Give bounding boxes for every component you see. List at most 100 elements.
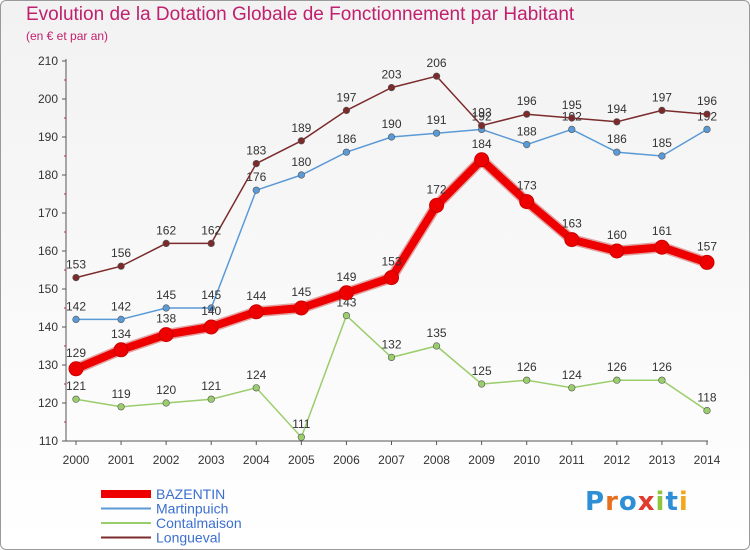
series-contalmaison-data-label: 121 bbox=[66, 379, 86, 393]
x-tick-label: 2007 bbox=[378, 453, 405, 467]
series-bazentin-point bbox=[113, 342, 129, 358]
series-longueval-data-label: 197 bbox=[336, 90, 356, 104]
series-bazentin-point bbox=[158, 327, 174, 343]
series-bazentin-data-label: 157 bbox=[697, 239, 717, 253]
series-longueval-data-label: 194 bbox=[607, 102, 627, 116]
series-contalmaison-point bbox=[252, 384, 260, 392]
series-contalmaison-data-label: 120 bbox=[156, 383, 176, 397]
series-longueval-data-label: 203 bbox=[381, 68, 401, 82]
x-tick-label: 2003 bbox=[198, 453, 225, 467]
series-bazentin-data-label: 160 bbox=[607, 228, 627, 242]
series-bazentin-point bbox=[519, 194, 535, 210]
x-tick-label: 2008 bbox=[423, 453, 450, 467]
series-martinpuich-data-label: 188 bbox=[517, 125, 537, 139]
series-longueval-data-label: 156 bbox=[111, 246, 131, 260]
y-tick-label: 210 bbox=[38, 54, 58, 68]
series-longueval-data-label: 183 bbox=[246, 144, 266, 158]
series-contalmaison-point bbox=[478, 380, 486, 388]
series-contalmaison-data-label: 111 bbox=[292, 417, 311, 431]
series-contalmaison-data-label: 126 bbox=[517, 360, 537, 374]
series-martinpuich-data-label: 145 bbox=[156, 288, 176, 302]
series-contalmaison-point bbox=[162, 399, 170, 407]
series-contalmaison-point bbox=[658, 376, 666, 384]
x-tick-label: 2012 bbox=[604, 453, 631, 467]
series-martinpuich-point bbox=[523, 141, 531, 149]
y-tick-label: 160 bbox=[38, 244, 58, 258]
logo-letter: i bbox=[678, 487, 689, 517]
legend-label-contalmaison: Contalmaison bbox=[156, 515, 242, 531]
series-contalmaison-data-label: 132 bbox=[381, 337, 401, 351]
series-bazentin-point bbox=[609, 243, 625, 259]
x-tick-label: 2011 bbox=[559, 453, 585, 467]
logo-letter: t bbox=[665, 487, 679, 517]
x-tick-label: 2010 bbox=[513, 453, 540, 467]
series-longueval-point bbox=[478, 121, 486, 130]
series-contalmaison-data-label: 118 bbox=[697, 391, 716, 405]
series-bazentin-data-label: 161 bbox=[652, 224, 672, 238]
y-tick-label: 130 bbox=[38, 358, 58, 372]
series-martinpuich-point bbox=[703, 125, 711, 133]
series-longueval-data-label: 189 bbox=[291, 121, 311, 135]
series-longueval-data-label: 196 bbox=[517, 94, 537, 108]
x-tick-label: 2005 bbox=[288, 453, 315, 467]
series-bazentin-data-label: 184 bbox=[472, 137, 492, 151]
series-longueval-point bbox=[252, 160, 260, 168]
legend-label-martinpuich: Martinpuich bbox=[156, 501, 228, 517]
series-martinpuich-point bbox=[432, 129, 441, 137]
series-martinpuich-data-label: 142 bbox=[66, 299, 86, 313]
x-tick-label: 2001 bbox=[108, 453, 135, 467]
series-martinpuich-point bbox=[387, 133, 396, 141]
series-longueval-point bbox=[387, 83, 396, 92]
series-bazentin-data-label: 163 bbox=[562, 217, 582, 231]
series-longueval-point bbox=[207, 239, 215, 247]
series-contalmaison-data-label: 126 bbox=[607, 360, 627, 374]
series-longueval-point bbox=[162, 239, 170, 247]
y-tick-label: 120 bbox=[38, 396, 58, 410]
series-longueval-point bbox=[658, 106, 666, 114]
series-contalmaison-point bbox=[297, 433, 305, 441]
series-martinpuich-data-label: 185 bbox=[652, 136, 672, 150]
series-longueval-data-label: 206 bbox=[427, 56, 447, 70]
series-bazentin-point bbox=[293, 300, 309, 316]
logo-letter: i bbox=[655, 487, 666, 517]
series-longueval-point bbox=[72, 274, 80, 282]
series-martinpuich-point bbox=[568, 125, 576, 133]
series-bazentin-data-label: 172 bbox=[427, 182, 447, 196]
series-bazentin-point bbox=[338, 285, 354, 301]
series-contalmaison-data-label: 135 bbox=[427, 326, 447, 340]
series-longueval-point bbox=[117, 262, 125, 270]
series-bazentin-point bbox=[203, 319, 219, 335]
y-tick-label: 190 bbox=[38, 130, 58, 144]
y-tick-label: 170 bbox=[38, 206, 58, 220]
series-bazentin-data-label: 153 bbox=[381, 255, 401, 269]
series-longueval-point bbox=[703, 110, 711, 118]
series-bazentin-data-label: 144 bbox=[246, 289, 266, 303]
logo-letter: x bbox=[637, 487, 656, 517]
series-longueval-point bbox=[342, 106, 351, 114]
series-longueval-data-label: 153 bbox=[66, 258, 86, 272]
series-bazentin-point bbox=[654, 239, 670, 255]
series-contalmaison-data-label: 125 bbox=[472, 364, 492, 378]
series-longueval-data-label: 197 bbox=[652, 90, 672, 104]
series-martinpuich-point bbox=[297, 171, 305, 179]
series-longueval-data-label: 196 bbox=[697, 94, 717, 108]
x-tick-label: 2004 bbox=[243, 453, 270, 467]
series-longueval-point bbox=[568, 114, 576, 122]
series-contalmaison-point bbox=[387, 353, 396, 362]
series-martinpuich-data-label: 190 bbox=[381, 117, 401, 131]
y-tick-label: 110 bbox=[39, 434, 58, 448]
series-martinpuich-data-label: 180 bbox=[291, 155, 311, 169]
series-contalmaison-data-label: 121 bbox=[201, 379, 221, 393]
series-contalmaison-point bbox=[568, 384, 576, 392]
series-longueval-point bbox=[523, 110, 531, 118]
series-bazentin-data-label: 173 bbox=[517, 179, 537, 193]
series-contalmaison-point bbox=[72, 395, 80, 403]
x-tick-label: 2002 bbox=[153, 453, 180, 467]
y-tick-label: 140 bbox=[38, 320, 58, 334]
series-longueval-data-label: 162 bbox=[201, 223, 221, 237]
series-martinpuich-point bbox=[207, 304, 215, 312]
y-tick-label: 180 bbox=[38, 168, 58, 182]
series-bazentin-point bbox=[429, 197, 445, 213]
series-contalmaison-data-label: 124 bbox=[246, 368, 266, 382]
